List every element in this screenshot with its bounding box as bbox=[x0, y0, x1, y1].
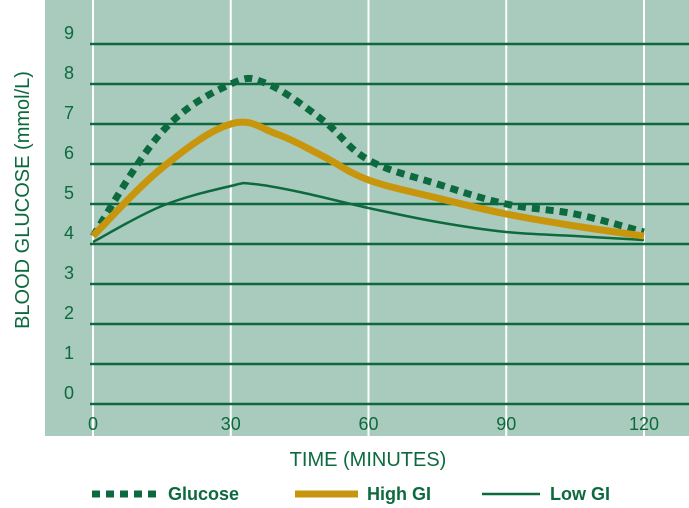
legend-label-low-gi: Low GI bbox=[550, 484, 610, 504]
x-tick-label: 90 bbox=[496, 414, 516, 434]
y-axis-tick-labels: 0 1 2 3 4 5 6 7 8 9 bbox=[64, 23, 74, 403]
legend: Glucose High GI Low GI bbox=[92, 484, 610, 504]
y-tick-label: 8 bbox=[64, 63, 74, 83]
series-line-high-gi bbox=[90, 118, 645, 240]
y-tick-label: 3 bbox=[64, 263, 74, 283]
horizontal-gridlines bbox=[90, 42, 689, 406]
x-axis-title: TIME (MINUTES) bbox=[290, 449, 447, 471]
y-tick-label: 7 bbox=[64, 103, 74, 123]
y-tick-label: 2 bbox=[64, 303, 74, 323]
legend-label-glucose: Glucose bbox=[168, 484, 239, 504]
x-tick-label: 120 bbox=[629, 414, 659, 434]
x-tick-label: 0 bbox=[88, 414, 98, 434]
y-tick-label: 5 bbox=[64, 183, 74, 203]
legend-label-high-gi: High GI bbox=[367, 484, 431, 504]
series-lines bbox=[90, 74, 645, 244]
y-tick-label: 0 bbox=[64, 383, 74, 403]
y-tick-label: 6 bbox=[64, 143, 74, 163]
x-axis-tick-labels: 0 30 60 90 120 bbox=[88, 414, 659, 434]
y-axis-title: BLOOD GLUCOSE (mmol/L) bbox=[12, 71, 34, 329]
series-line-glucose bbox=[90, 74, 645, 238]
x-tick-label: 30 bbox=[221, 414, 241, 434]
y-tick-label: 4 bbox=[64, 223, 74, 243]
x-tick-label: 60 bbox=[358, 414, 378, 434]
y-tick-label: 9 bbox=[64, 23, 74, 43]
y-tick-label: 1 bbox=[64, 343, 74, 363]
series-line-low-gi bbox=[92, 181, 645, 244]
